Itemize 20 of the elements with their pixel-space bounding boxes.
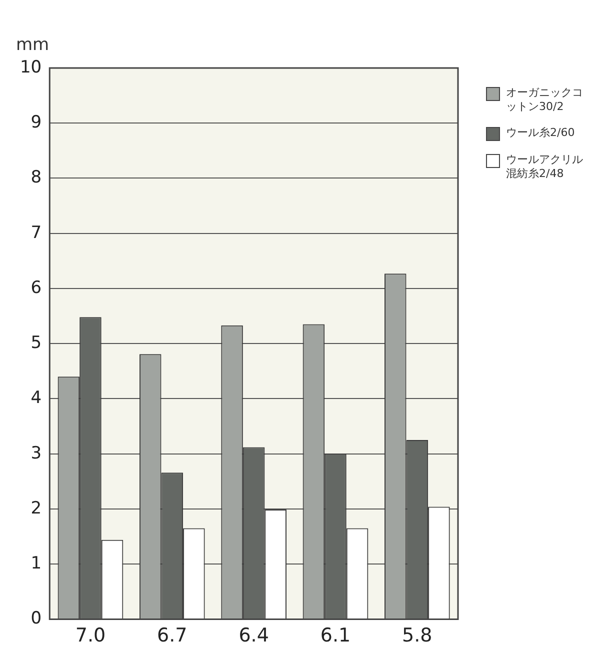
y-tick-label: 10 [20, 57, 42, 78]
legend-label: ウール糸2/60 [506, 126, 576, 140]
x-tick-label: 7.0 [75, 624, 106, 647]
x-tick-label: 5.8 [402, 624, 432, 647]
y-tick-label: 7 [30, 222, 42, 243]
y-tick-label: 2 [30, 498, 42, 518]
y-tick-label: 8 [30, 168, 42, 188]
x-tick-label: 6.7 [157, 624, 188, 647]
y-tick-label: 9 [30, 112, 42, 133]
y-tick-label: 0 [30, 608, 42, 629]
y-tick-label: 6 [30, 278, 42, 298]
x-tick-label: 6.1 [320, 624, 351, 647]
y-tick-label: 4 [30, 388, 42, 408]
x-tick-label: 6.4 [238, 624, 269, 647]
y-tick-label: 1 [30, 554, 42, 574]
legend-label: ウールアクリル混紡糸2/48 [506, 153, 584, 181]
legend-label: オーガニックコットン30/2 [506, 86, 584, 114]
y-tick-label: 5 [30, 333, 42, 354]
y-axis-title: mm [16, 34, 50, 55]
y-tick-label: 3 [30, 443, 42, 464]
